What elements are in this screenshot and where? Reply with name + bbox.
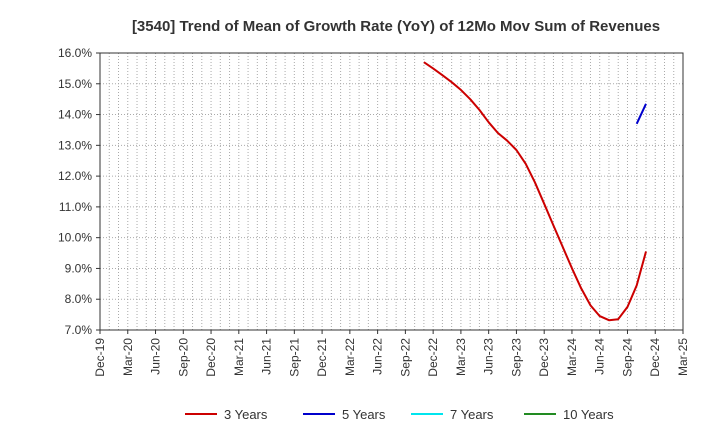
- y-tick-label: 10.0%: [58, 231, 92, 245]
- x-tick-label: Sep-21: [287, 338, 301, 377]
- grid: [100, 53, 683, 330]
- x-axis: Dec-19 Mar-20 Jun-20 Sep-20 Dec-20 Mar-21 Jun-…: [93, 330, 690, 377]
- chart-title: [3540] Trend of Mean of Growth Rate (YoY…: [132, 18, 660, 35]
- x-tick-label: Jun-20: [149, 338, 163, 375]
- y-tick-label: 15.0%: [58, 77, 92, 91]
- series-line-3-years: [423, 61, 647, 322]
- x-tick-label: Dec-22: [426, 338, 440, 377]
- x-tick-label: Jun-21: [260, 338, 274, 375]
- legend-label-5-years: 5 Years: [342, 407, 386, 422]
- x-tick-label: Sep-20: [176, 338, 190, 377]
- x-tick-label: Mar-20: [121, 338, 135, 376]
- y-tick-label: 11.0%: [59, 200, 92, 214]
- x-tick-label: Sep-22: [398, 338, 412, 377]
- x-tick-label: Mar-23: [454, 338, 468, 376]
- x-tick-label: Mar-25: [676, 338, 690, 376]
- x-tick-label: Jun-22: [371, 338, 385, 375]
- x-tick-label: Dec-24: [648, 338, 662, 377]
- x-tick-label: Jun-23: [482, 338, 496, 375]
- legend-label-10-years: 10 Years: [563, 407, 614, 422]
- x-tick-label: Sep-23: [509, 338, 523, 377]
- x-tick-label: Sep-24: [620, 338, 634, 377]
- y-tick-label: 12.0%: [58, 169, 92, 183]
- x-tick-label: Dec-19: [93, 338, 107, 377]
- x-tick-label: Mar-24: [565, 338, 579, 376]
- y-tick-label: 13.0%: [58, 138, 92, 152]
- y-tick-label: 16.0%: [58, 46, 92, 60]
- y-tick-label: 8.0%: [65, 292, 93, 306]
- x-tick-label: Dec-21: [315, 338, 329, 377]
- x-tick-label: Mar-22: [343, 338, 357, 376]
- plot-border: [99, 52, 684, 331]
- x-tick-label: Jun-24: [593, 338, 607, 375]
- x-tick-label: Mar-21: [232, 338, 246, 376]
- y-tick-label: 7.0%: [65, 323, 93, 337]
- y-tick-label: 9.0%: [65, 261, 93, 275]
- legend: 3 Years 5 Years 7 Years 10 Years: [185, 407, 614, 422]
- x-tick-label: Dec-20: [204, 338, 218, 377]
- plot-area: [100, 53, 683, 330]
- x-tick-label: Dec-23: [537, 338, 551, 377]
- legend-label-7-years: 7 Years: [450, 407, 494, 422]
- legend-label-3-years: 3 Years: [224, 407, 268, 422]
- series-line-5-years: [635, 103, 647, 125]
- y-tick-label: 14.0%: [58, 108, 92, 122]
- series-lines: [423, 61, 647, 322]
- y-axis: 7.0% 8.0% 9.0% 10.0% 11.0% 12.0% 13.0% 14.0% 15.…: [58, 46, 100, 337]
